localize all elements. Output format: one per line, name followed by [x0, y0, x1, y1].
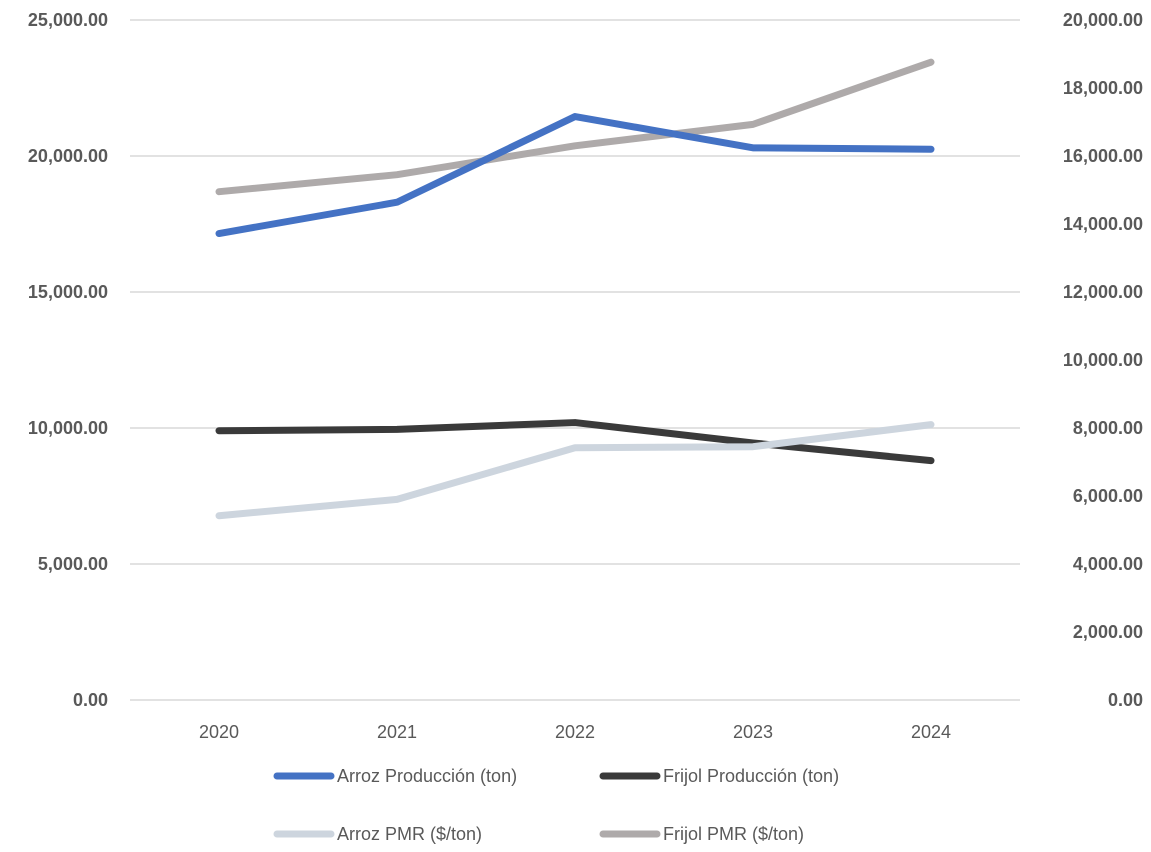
legend-item: Arroz PMR ($/ton) — [273, 824, 482, 844]
right-axis-ticks: 0.00 2,000.00 4,000.00 6,000.00 8,000.00 10,0… — [1063, 10, 1143, 710]
right-axis-tick-label: 14,000.00 — [1063, 214, 1143, 234]
left-axis-tick-label: 0.00 — [73, 690, 108, 710]
left-axis-tick-label: 25,000.00 — [28, 10, 108, 30]
legend: Arroz Producción (ton) Frijol Producción … — [273, 766, 839, 844]
right-axis-tick-label: 6,000.00 — [1073, 486, 1143, 506]
series-lines — [215, 58, 935, 520]
right-axis-tick-label: 20,000.00 — [1063, 10, 1143, 30]
left-axis-tick-label: 20,000.00 — [28, 146, 108, 166]
series-line-2 — [215, 421, 935, 520]
legend-label: Arroz PMR ($/ton) — [337, 824, 482, 844]
left-axis-tick-label: 10,000.00 — [28, 418, 108, 438]
legend-label: Frijol Producción (ton) — [663, 766, 839, 786]
left-axis-ticks: 0.00 5,000.00 10,000.00 15,000.00 20,000.00 2… — [28, 10, 108, 710]
right-axis-tick-label: 10,000.00 — [1063, 350, 1143, 370]
legend-item: Frijol PMR ($/ton) — [599, 824, 804, 844]
right-axis-tick-label: 12,000.00 — [1063, 282, 1143, 302]
right-axis-tick-label: 0.00 — [1108, 690, 1143, 710]
x-axis-tick-label: 2023 — [733, 722, 773, 742]
left-axis-tick-label: 15,000.00 — [28, 282, 108, 302]
legend-item: Arroz Producción (ton) — [273, 766, 517, 786]
x-axis-tick-label: 2024 — [911, 722, 951, 742]
legend-label: Arroz Producción (ton) — [337, 766, 517, 786]
right-axis-tick-label: 4,000.00 — [1073, 554, 1143, 574]
x-axis-tick-label: 2021 — [377, 722, 417, 742]
x-axis-tick-label: 2020 — [199, 722, 239, 742]
series-line-0 — [215, 113, 935, 238]
left-axis-tick-label: 5,000.00 — [38, 554, 108, 574]
x-axis-ticks: 2020 2021 2022 2023 2024 — [199, 722, 951, 742]
right-axis-tick-label: 18,000.00 — [1063, 78, 1143, 98]
right-axis-tick-label: 16,000.00 — [1063, 146, 1143, 166]
right-axis-tick-label: 2,000.00 — [1073, 622, 1143, 642]
x-axis-tick-label: 2022 — [555, 722, 595, 742]
legend-item: Frijol Producción (ton) — [599, 766, 839, 786]
legend-label: Frijol PMR ($/ton) — [663, 824, 804, 844]
gridlines — [130, 19, 1020, 701]
right-axis-tick-label: 8,000.00 — [1073, 418, 1143, 438]
series-line-3 — [215, 58, 935, 196]
